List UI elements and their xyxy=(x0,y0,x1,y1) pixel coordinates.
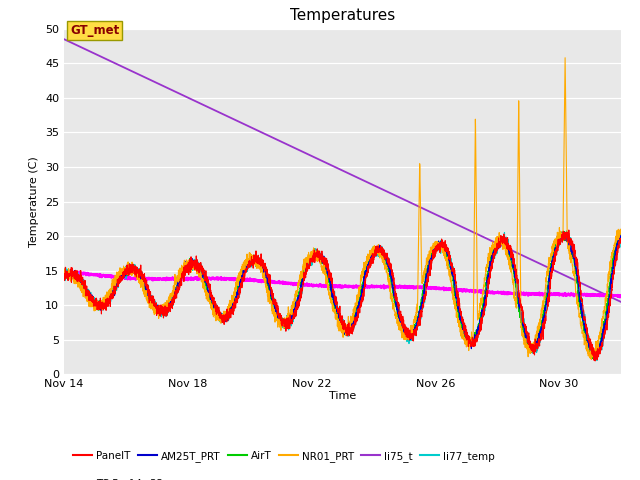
X-axis label: Time: Time xyxy=(329,391,356,401)
Text: GT_met: GT_met xyxy=(70,24,120,37)
Legend: TC Prof A -32cm: TC Prof A -32cm xyxy=(69,475,184,480)
Y-axis label: Temperature (C): Temperature (C) xyxy=(29,156,40,247)
Title: Temperatures: Temperatures xyxy=(290,9,395,24)
